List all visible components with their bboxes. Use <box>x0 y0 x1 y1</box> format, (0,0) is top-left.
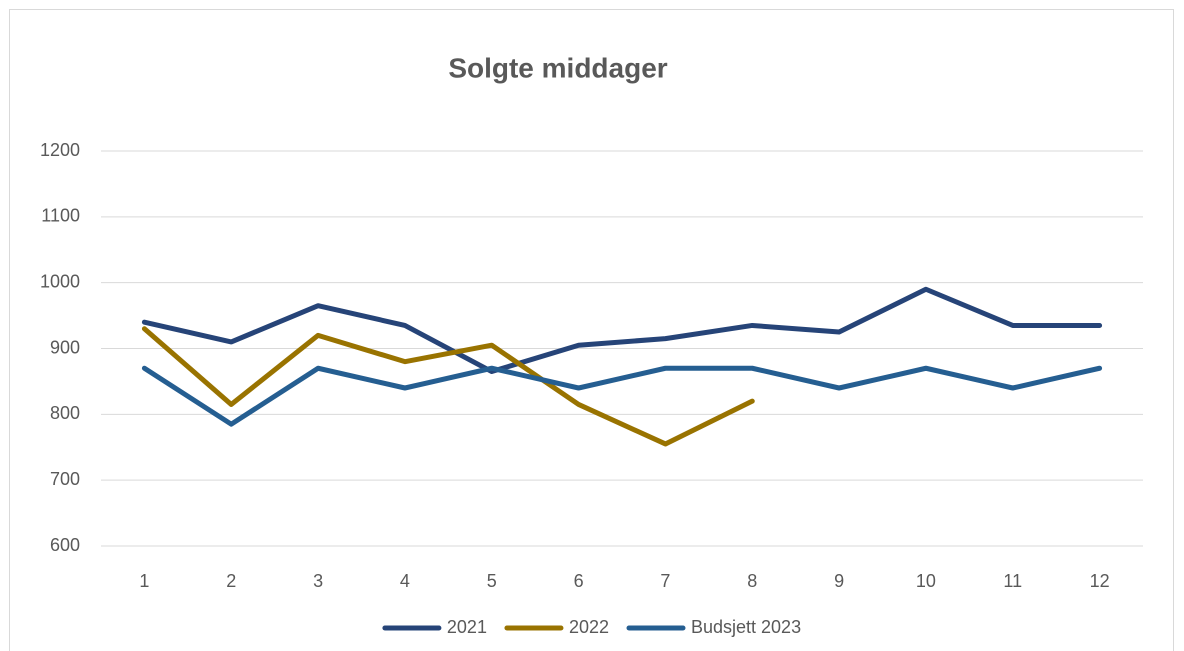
legend-label: 2022 <box>569 617 609 637</box>
x-tick-label: 11 <box>1003 571 1022 591</box>
x-tick-label: 1 <box>139 571 149 591</box>
chart-frame <box>9 9 1174 651</box>
x-tick-label: 4 <box>400 571 410 591</box>
legend-label: 2021 <box>447 617 487 637</box>
x-tick-label: 10 <box>916 571 936 591</box>
y-tick-label: 700 <box>50 469 80 489</box>
x-tick-label: 7 <box>660 571 670 591</box>
series-line <box>141 365 1103 427</box>
y-tick-label: 800 <box>50 403 80 423</box>
y-tick-label: 1100 <box>41 206 80 226</box>
x-tick-label: 8 <box>747 571 757 591</box>
series-line <box>141 326 755 447</box>
chart-title: Solgte middager <box>448 52 667 83</box>
x-tick-label: 9 <box>834 571 844 591</box>
x-tick-label: 12 <box>1090 571 1110 591</box>
y-tick-label: 1200 <box>40 140 80 160</box>
series-line <box>141 286 1103 375</box>
y-tick-label: 600 <box>50 535 80 555</box>
x-tick-label: 5 <box>487 571 497 591</box>
x-tick-label: 2 <box>226 571 236 591</box>
y-tick-label: 900 <box>50 337 80 357</box>
y-tick-label: 1000 <box>40 271 80 291</box>
legend-label: Budsjett 2023 <box>691 617 801 637</box>
x-tick-label: 6 <box>574 571 584 591</box>
x-tick-label: 3 <box>313 571 323 591</box>
